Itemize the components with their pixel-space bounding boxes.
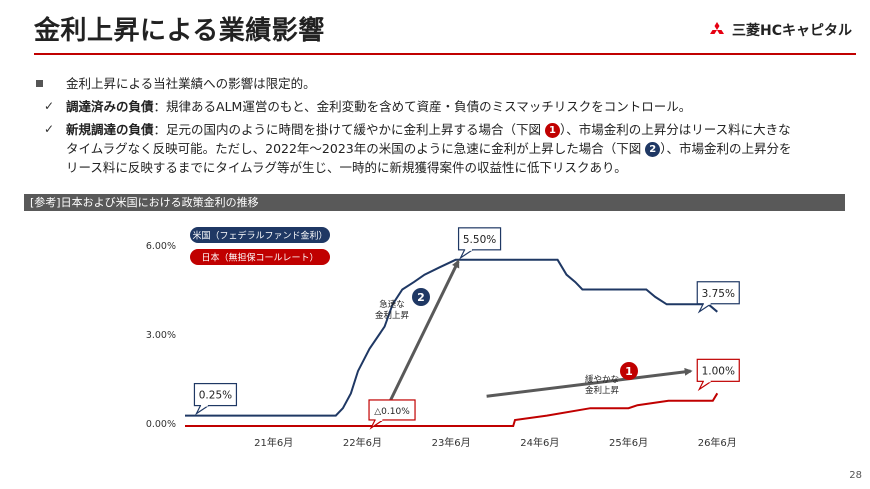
x-tick-label: 25年6月 (609, 436, 648, 449)
data-label-pointer (194, 404, 211, 416)
data-label-box (696, 281, 740, 305)
data-label: 5.50% (463, 234, 496, 246)
data-label-box (457, 227, 502, 251)
square-bullet-icon (36, 80, 43, 87)
data-label-box (193, 382, 238, 407)
x-tick-label: 26年6月 (698, 436, 737, 449)
annotation-text: 金利上昇 (375, 310, 410, 321)
sub-bullet-2-text-b: ）、市場金利の上昇分はリース料に大きな (560, 122, 791, 137)
check-icon: ✓ (44, 122, 55, 136)
check-icon: ✓ (44, 99, 55, 113)
x-tick-label: 24年6月 (520, 436, 559, 449)
sub-bullet-2-heading: 新規調達の負債 (66, 122, 154, 137)
data-label: △0.10% (374, 407, 410, 417)
data-label-box (696, 358, 740, 382)
data-label: 0.25% (199, 390, 232, 402)
section-header-bar: [参考]日本および米国における政策金利の推移 (24, 194, 845, 211)
annotation-text: 緩やかな (585, 374, 619, 385)
sub-bullet-2-line2: タイムラグなく反映可能。ただし、2022年～2023年の米国のように急速に金利が… (66, 141, 642, 156)
sub-bullet-1-text: ：規律あるALM運営のもと、金利変動を含めて資産・負債のミスマッチリスクをコント… (153, 99, 692, 114)
trend-arrow-2 (378, 259, 460, 423)
annotation-badge-number: 1 (625, 365, 633, 378)
sub-bullet-2-text-c: ）、市場金利の上昇分を (660, 141, 792, 156)
x-tick-label: 22年6月 (343, 436, 382, 449)
legend-label: 日本（無担保コールレート） (201, 252, 318, 264)
logo-text: 三菱HCキャピタル (732, 23, 852, 39)
annotation-badge-2 (412, 288, 430, 306)
annotation-text: 金利上昇 (585, 385, 620, 396)
data-label-pointer (459, 249, 475, 260)
annotation-badge-number: 2 (417, 291, 425, 304)
bullet-list: 金利上昇による当社業績への影響は限定的。 ✓ 調達済みの負債：規律あるALM運営… (36, 74, 856, 177)
page-title: 金利上昇による業績影響 (34, 16, 325, 46)
number-badge-2: 2 (645, 142, 661, 157)
trend-arrow-1 (486, 367, 693, 398)
main-bullet: 金利上昇による当社業績への影響は限定的。 (36, 74, 856, 93)
legend-pill (190, 227, 330, 243)
data-label: 1.00% (702, 365, 735, 377)
company-logo: 三菱HCキャピタル (708, 20, 852, 40)
mitsubishi-three-diamonds-icon (710, 22, 724, 34)
y-tick-label: 3.00% (146, 330, 176, 341)
sub-bullet-1-heading: 調達済みの負債 (66, 99, 154, 114)
legend-label: 米国（フェデラルファンド金利） (192, 230, 327, 242)
y-tick-label: 0.00% (146, 419, 176, 430)
annotation-badge-1 (620, 362, 638, 380)
x-tick-label: 21年6月 (254, 436, 293, 449)
sub-bullet-funded-debt: ✓ 調達済みの負債：規律あるALM運営のもと、金利変動を含めて資産・負債のミスマ… (36, 97, 856, 116)
annotation-text: 急速な (379, 299, 405, 310)
data-label-box (368, 399, 416, 421)
us-rate-line (185, 258, 718, 417)
sub-bullet-2-text-a: ：足元の国内のように時間を掛けて緩やかに金利上昇する場合（下図 (153, 122, 542, 137)
title-underline (34, 53, 856, 55)
x-tick-label: 23年6月 (432, 436, 471, 449)
main-bullet-text: 金利上昇による当社業績への影響は限定的。 (66, 76, 316, 91)
number-badge-1: 1 (545, 123, 561, 138)
legend-pill (190, 249, 330, 265)
sub-bullet-2-line3: リース料に反映するまでにタイムラグ等が生じ、一時的に新規獲得案件の収益性に低下リ… (66, 160, 627, 175)
jp-rate-line (185, 392, 719, 427)
data-label: 3.75% (702, 288, 735, 300)
sub-bullet-new-debt: ✓ 新規調達の負債：足元の国内のように時間を掛けて緩やかに金利上昇する場合（下図… (36, 120, 856, 177)
y-tick-label: 6.00% (146, 241, 176, 252)
data-label-pointer (697, 380, 714, 392)
page-number: 28 (849, 470, 862, 481)
